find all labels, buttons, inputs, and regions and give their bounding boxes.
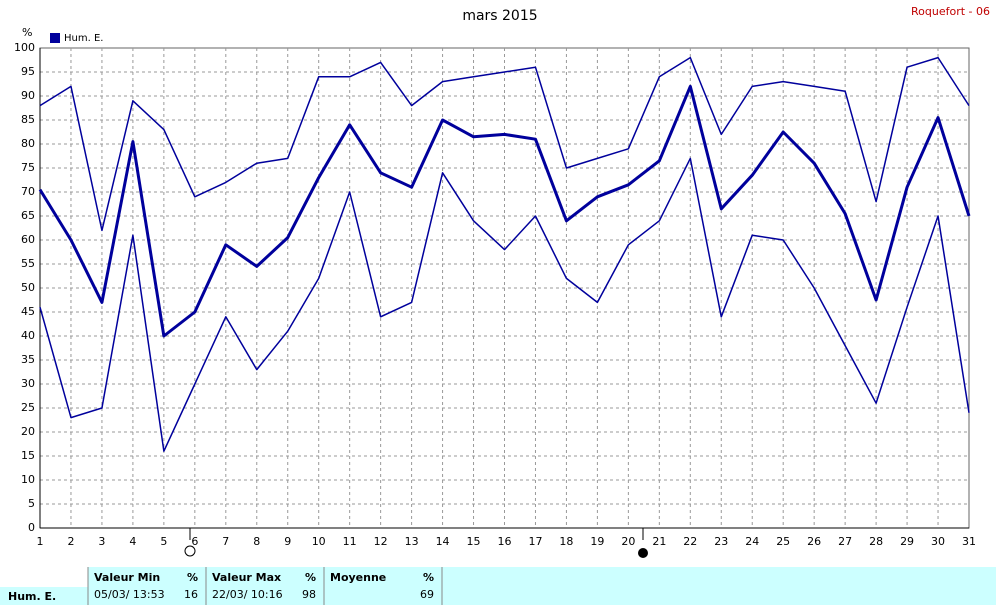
x-tick-label: 5 — [160, 535, 167, 548]
y-tick-label: 60 — [21, 233, 35, 246]
y-tick-label: 50 — [21, 281, 35, 294]
y-tick-label: 65 — [21, 209, 35, 222]
y-tick-label: 75 — [21, 161, 35, 174]
chart-title: mars 2015 — [462, 8, 537, 24]
x-tick-label: 20 — [621, 535, 635, 548]
y-tick-label: 100 — [14, 41, 35, 54]
y-tick-label: 0 — [28, 521, 35, 534]
x-tick-label: 27 — [838, 535, 852, 548]
y-tick-label: 15 — [21, 449, 35, 462]
y-tick-label: 85 — [21, 113, 35, 126]
x-tick-label: 21 — [652, 535, 666, 548]
y-tick-label: 45 — [21, 305, 35, 318]
y-tick-label: 35 — [21, 353, 35, 366]
stats-panel — [0, 567, 996, 605]
x-tick-label: 17 — [528, 535, 542, 548]
x-tick-label: 8 — [253, 535, 260, 548]
legend-label: Hum. E. — [64, 33, 103, 44]
line — [39, 56, 970, 232]
stats-when: 05/03/ 13:53 — [94, 588, 165, 601]
y-tick-label: 10 — [21, 473, 35, 486]
stats-value: 16 — [184, 588, 198, 601]
y-tick-label: 5 — [28, 497, 35, 510]
x-tick-label: 18 — [559, 535, 573, 548]
stats-value: 69 — [420, 588, 434, 601]
y-tick-label: 25 — [21, 401, 35, 414]
line — [39, 157, 970, 452]
x-tick-label: 23 — [714, 535, 728, 548]
x-tick-label: 15 — [467, 535, 481, 548]
stats-row-label: Hum. E. — [8, 590, 56, 603]
line — [38, 84, 971, 338]
y-tick-label: 55 — [21, 257, 35, 270]
x-tick-label: 10 — [312, 535, 326, 548]
legend-swatch — [50, 33, 60, 43]
x-tick-label: 7 — [222, 535, 229, 548]
x-tick-label: 28 — [869, 535, 883, 548]
stats-when: 22/03/ 10:16 — [212, 588, 283, 601]
x-tick-label: 25 — [776, 535, 790, 548]
x-tick-label: 4 — [129, 535, 136, 548]
y-tick-label: 70 — [21, 185, 35, 198]
y-axis-label: % — [22, 26, 32, 39]
stats-header: Valeur Max — [212, 571, 281, 584]
x-tick-label: 29 — [900, 535, 914, 548]
x-tick-label: 13 — [405, 535, 419, 548]
stats-unit: % — [305, 571, 316, 584]
x-tick-label: 9 — [284, 535, 291, 548]
full-moon — [184, 545, 196, 557]
x-tick-label: 1 — [37, 535, 44, 548]
stats-header: Valeur Min — [94, 571, 160, 584]
x-tick-label: 11 — [343, 535, 357, 548]
x-tick-label: 22 — [683, 535, 697, 548]
stats-header: Moyenne — [330, 571, 386, 584]
x-tick-label: 3 — [98, 535, 105, 548]
stats-blank — [0, 567, 88, 587]
x-tick-label: 24 — [745, 535, 759, 548]
x-tick-label: 6 — [191, 535, 198, 548]
x-tick-label: 14 — [436, 535, 450, 548]
y-tick-label: 20 — [21, 425, 35, 438]
y-tick-label: 90 — [21, 89, 35, 102]
y-tick-label: 95 — [21, 65, 35, 78]
x-tick-label: 16 — [498, 535, 512, 548]
x-tick-label: 12 — [374, 535, 388, 548]
x-tick-label: 19 — [590, 535, 604, 548]
x-tick-label: 2 — [67, 535, 74, 548]
y-tick-label: 80 — [21, 137, 35, 150]
y-tick-label: 30 — [21, 377, 35, 390]
station: Roquefort - 06 — [911, 5, 990, 18]
y-tick-label: 40 — [21, 329, 35, 342]
x-tick-label: 31 — [962, 535, 976, 548]
stats-unit: % — [187, 571, 198, 584]
x-tick-label: 26 — [807, 535, 821, 548]
x-tick-label: 30 — [931, 535, 945, 548]
new-moon — [638, 548, 648, 558]
stats-value: 98 — [302, 588, 316, 601]
stats-unit: % — [423, 571, 434, 584]
